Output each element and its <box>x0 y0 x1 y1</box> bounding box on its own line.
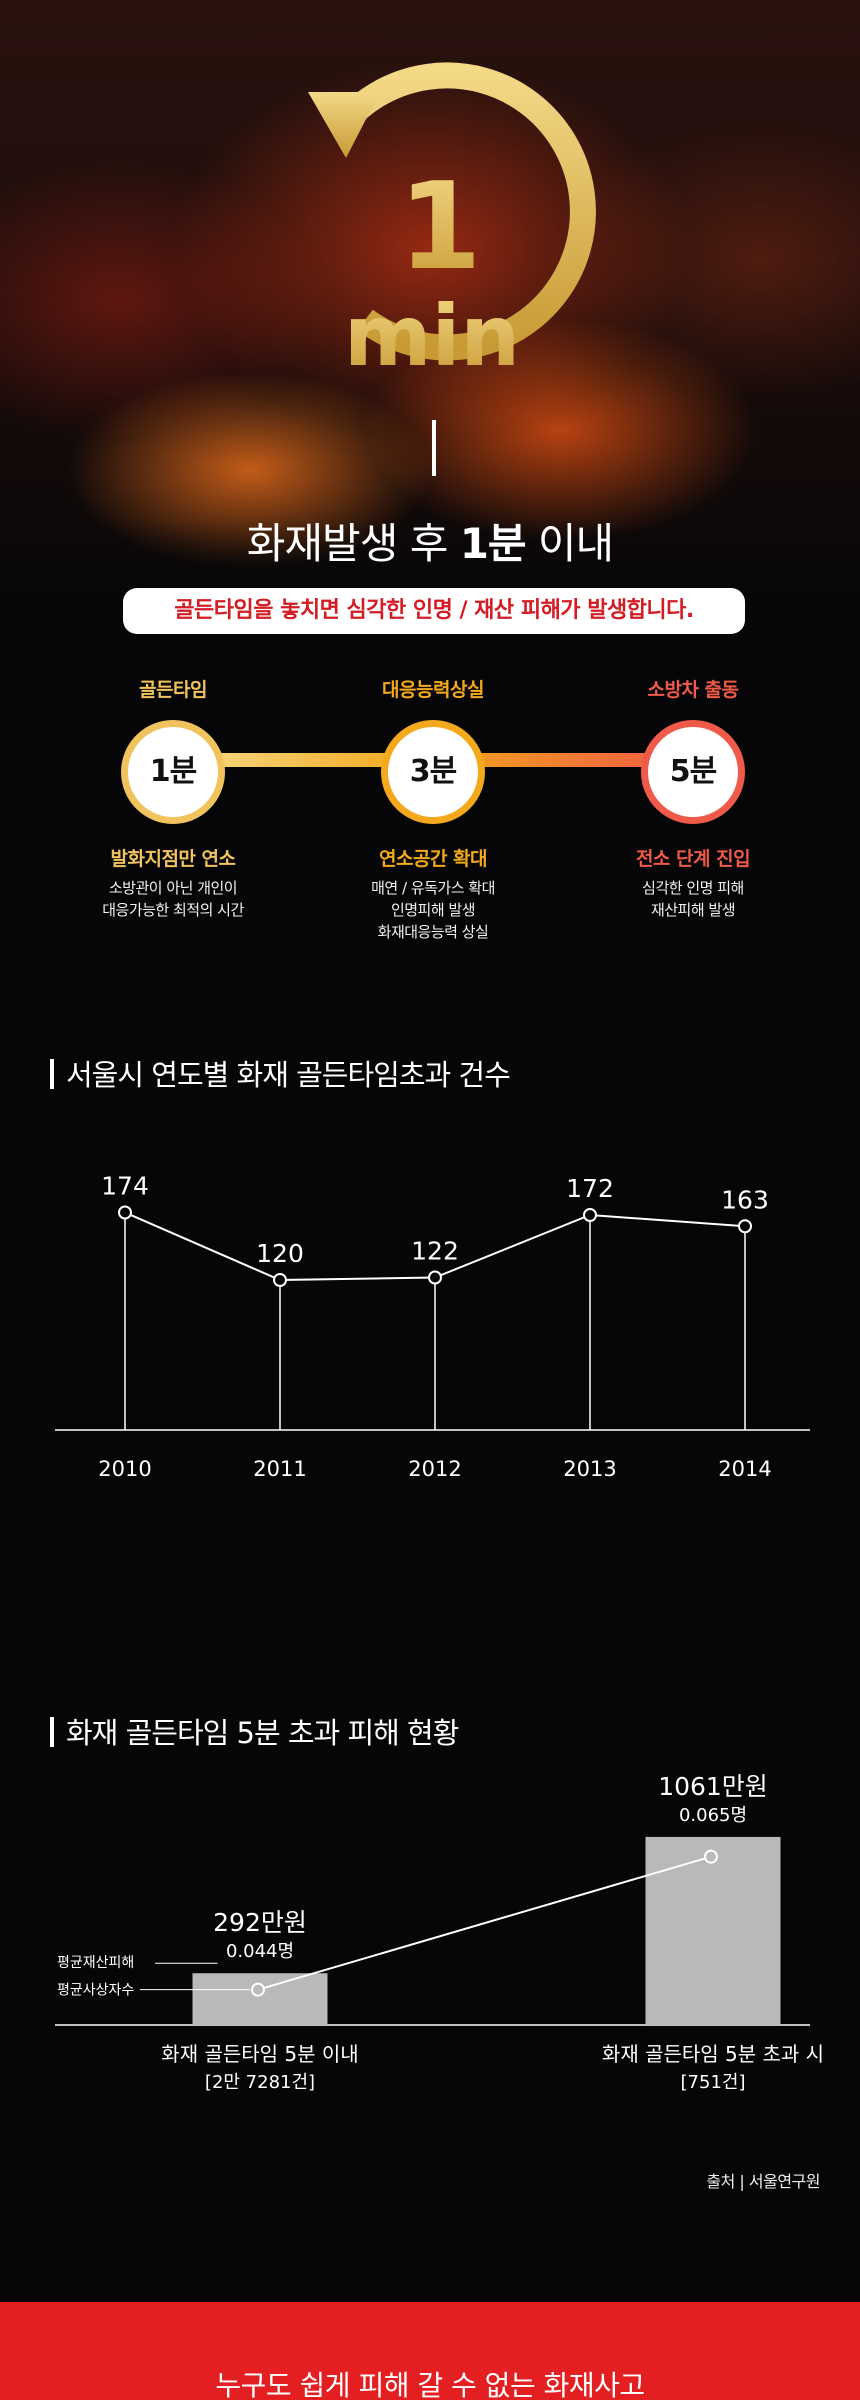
category-count: [751건] <box>681 2072 746 2093</box>
clock-restart-icon: 1 min <box>308 62 596 385</box>
footer-text: 누구도 쉽게 피해 갈 수 없는 화재사고 <box>215 2369 645 2400</box>
timeline-step-heading: 골든타임 <box>139 679 207 701</box>
x-tick-label: 2014 <box>718 1457 771 1481</box>
data-label: 174 <box>101 1172 149 1201</box>
clock-unit: min <box>344 287 520 385</box>
x-tick-label: 2012 <box>408 1457 461 1481</box>
bar-chart-title: 화재 골든타임 5분 초과 피해 현황 <box>50 1710 459 1752</box>
desc-line: 재산피해 발생 <box>650 901 736 919</box>
data-label: 163 <box>721 1185 769 1214</box>
desc-line: 대응가능한 최적의 시간 <box>102 901 244 919</box>
data-point <box>738 1219 752 1234</box>
data-label: 122 <box>411 1237 459 1266</box>
casualty-point <box>251 1982 265 1997</box>
x-tick-label: 2010 <box>98 1457 151 1481</box>
bar-chart-title-text: 화재 골든타임 5분 초과 피해 현황 <box>66 1716 459 1750</box>
line-chart-title-text: 서울시 연도별 화재 골든타임초과 건수 <box>66 1058 511 1092</box>
category-count: [2만 7281건] <box>205 2072 315 2093</box>
casualty-value-label: 0.044명 <box>226 1941 294 1962</box>
category-label: 화재 골든타임 5분 초과 시 <box>602 2042 824 2066</box>
category-label: 화재 골든타임 5분 이내 <box>161 2042 358 2066</box>
bar <box>645 1836 781 2025</box>
data-point <box>428 1270 442 1285</box>
legend-casualties: 평균사상자수 <box>57 1983 134 1999</box>
timeline-step-circle: 3분 <box>381 720 485 824</box>
line-chart: 174 2010 120 2011 122 2012 172 2013 163 2014 <box>55 1172 810 1481</box>
hero-title-part2: 이내 <box>525 519 614 568</box>
timeline-step-subtitle: 발화지점만 연소 <box>110 848 236 870</box>
bar-value-label: 292만원 <box>213 1908 307 1937</box>
data-point <box>583 1208 597 1222</box>
hero-subtitle: 골든타임을 놓치면 심각한 인명 / 재산 피해가 발생합니다. <box>123 588 745 634</box>
golden-time-timeline: 골든타임 1분 발화지점만 연소 소방관이 아닌 개인이 대응가능한 최적의 시… <box>0 660 860 980</box>
hero-title-part1: 화재발생 후 <box>246 519 460 568</box>
hero-section: 1 min 화재발생 후 1분 이내 골든타임을 놓치면 심각한 인명 / 재산… <box>0 0 860 680</box>
timeline-step-2: 대응능력상실 3분 연소공간 확대 매연 / 유독가스 확대 인명피해 발생 화… <box>303 675 563 943</box>
timeline-step-subtitle: 연소공간 확대 <box>379 848 488 870</box>
timeline-step-3: 소방차 출동 5분 전소 단계 진입 심각한 인명 피해 재산피해 발생 <box>563 675 823 921</box>
data-label: 120 <box>256 1239 304 1268</box>
desc-line: 심각한 인명 피해 <box>642 879 744 897</box>
title-bar <box>50 1717 54 1747</box>
timeline-step-circle: 1분 <box>121 720 225 824</box>
timeline-step-desc: 소방관이 아닌 개인이 대응가능한 최적의 시간 <box>43 877 303 921</box>
source-note: 출처 | 서울연구원 <box>706 2172 820 2191</box>
timeline-step-heading: 대응능력상실 <box>382 679 484 701</box>
x-tick-label: 2011 <box>253 1457 306 1481</box>
data-point <box>118 1205 132 1220</box>
data-point <box>273 1273 287 1287</box>
casualty-value-label: 0.065명 <box>679 1805 747 1826</box>
casualty-line <box>257 1855 712 1991</box>
clock-number: 1 <box>398 158 482 297</box>
data-label: 172 <box>566 1174 614 1203</box>
casualty-point <box>704 1849 718 1864</box>
hero-title-strong: 1분 <box>459 519 527 568</box>
timeline-step-desc: 심각한 인명 피해 재산피해 발생 <box>563 877 823 921</box>
desc-line: 화재대응능력 상실 <box>377 923 489 941</box>
desc-line: 소방관이 아닌 개인이 <box>108 879 238 897</box>
title-bar <box>50 1059 54 1089</box>
desc-line: 인명피해 발생 <box>390 901 476 919</box>
timeline-step-1: 골든타임 1분 발화지점만 연소 소방관이 아닌 개인이 대응가능한 최적의 시… <box>43 675 303 921</box>
timeline-step-desc: 매연 / 유독가스 확대 인명피해 발생 화재대응능력 상실 <box>303 877 563 943</box>
timeline-step-subtitle: 전소 단계 진입 <box>635 848 751 870</box>
hero-divider <box>432 420 436 476</box>
timeline-step-circle: 5분 <box>641 720 745 824</box>
bar-value-label: 1061만원 <box>658 1772 768 1801</box>
timeline-step-heading: 소방차 출동 <box>647 679 739 701</box>
footer-banner: 누구도 쉽게 피해 갈 수 없는 화재사고 <box>0 2302 860 2400</box>
legend-property-damage: 평균재산피해 <box>57 1955 134 1971</box>
x-tick-label: 2013 <box>563 1457 616 1481</box>
hero-title: 화재발생 후 1분 이내 <box>0 510 860 571</box>
line-chart-title: 서울시 연도별 화재 골든타임초과 건수 <box>50 1052 511 1094</box>
desc-line: 매연 / 유독가스 확대 <box>371 879 495 897</box>
bar <box>192 1973 328 2025</box>
